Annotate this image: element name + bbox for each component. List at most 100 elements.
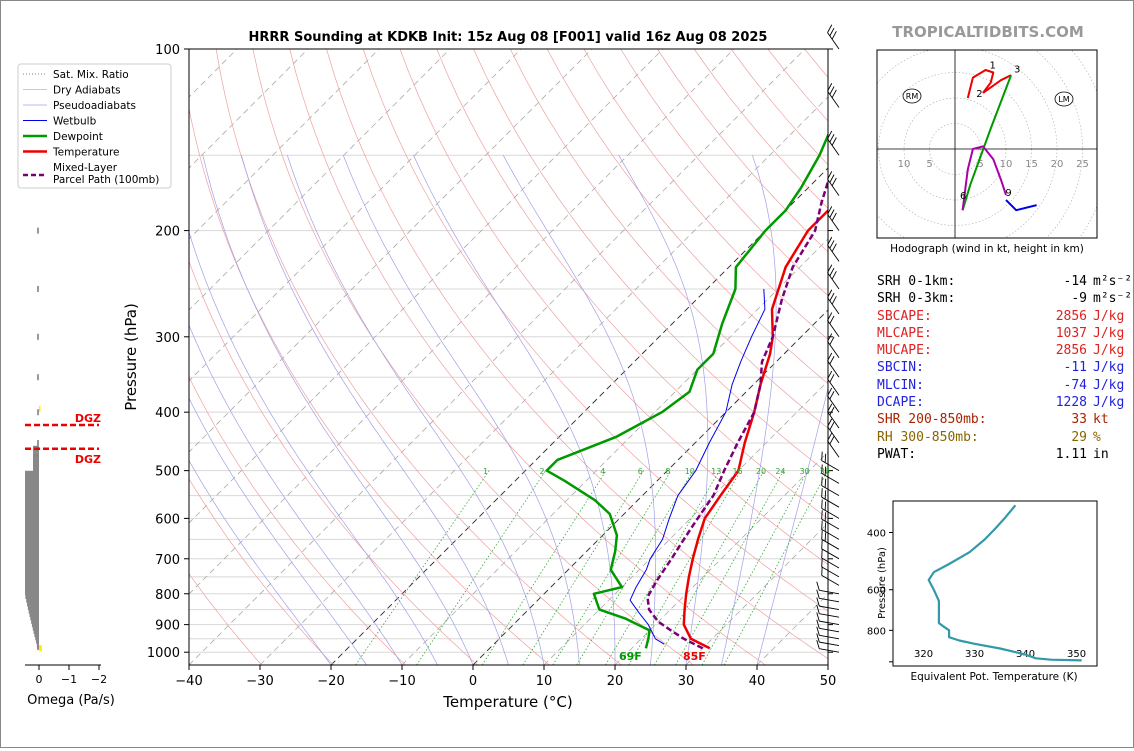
isotherm-line xyxy=(189,49,735,595)
wind-barb xyxy=(827,236,840,262)
omega-x-axis-label: Omega (Pa/s) xyxy=(27,693,115,708)
wind-barb xyxy=(821,520,840,540)
omega-bar xyxy=(33,452,39,459)
wind-barb xyxy=(827,24,840,50)
barb-feather xyxy=(829,406,835,416)
chart-title: HRRR Sounding at KDKB Init: 15z Aug 08 [… xyxy=(249,30,768,45)
index-unit: J/kg xyxy=(1093,325,1125,341)
omega-bar-surface xyxy=(39,645,42,652)
barb-feather xyxy=(827,418,833,427)
omega-bar xyxy=(37,286,39,293)
omega-bar xyxy=(25,572,39,580)
barb-feather xyxy=(831,243,837,252)
theta-e-profile xyxy=(927,504,1082,662)
dgz-label: DGZ xyxy=(75,453,101,466)
wind-barb xyxy=(821,451,840,471)
wind-barb xyxy=(827,432,840,458)
mixing-ratio-label: 20 xyxy=(756,467,766,476)
pseudoadiabat-line xyxy=(413,155,616,665)
barb-staff xyxy=(821,529,840,540)
omega-bar xyxy=(25,576,39,584)
omega-bar xyxy=(37,227,39,234)
legend-label: Mixed-Layer xyxy=(53,162,118,174)
isotherm-line xyxy=(189,49,380,240)
index-row: SBCAPE: 2856 J/kg xyxy=(877,308,1132,325)
omega-bar xyxy=(25,498,39,506)
barb-feather xyxy=(824,532,827,542)
y-tick-label: 200 xyxy=(155,225,180,240)
omega-tick-label: −1 xyxy=(61,673,77,686)
hodograph-height-label: 9 xyxy=(1005,188,1011,199)
index-unit: kt xyxy=(1093,412,1109,428)
wind-barb xyxy=(816,633,840,647)
wind-barb xyxy=(816,589,840,603)
pseudoadiabat-line xyxy=(756,386,828,665)
omega-bar-dgz xyxy=(39,405,41,412)
mixing-ratio-label: 1 xyxy=(483,467,488,476)
y-tick-label: 600 xyxy=(155,512,180,527)
barb-staff xyxy=(821,518,840,530)
dry-adiabat-line xyxy=(583,49,828,340)
wind-barb xyxy=(821,499,840,519)
dry-adiabat-line xyxy=(189,572,262,665)
omega-bar xyxy=(37,643,39,650)
dry-adiabat-line xyxy=(189,260,478,665)
barb-feather xyxy=(827,130,833,140)
wind-barb xyxy=(821,566,840,586)
omega-bar xyxy=(25,533,39,541)
theta-e-y-tick-label: 800 xyxy=(867,626,886,637)
index-value: 1.11 xyxy=(1055,446,1087,462)
x-tick-label: 10 xyxy=(536,674,553,689)
omega-bar xyxy=(25,584,39,592)
hodograph-height-label: 2 xyxy=(976,89,982,100)
index-unit: J/kg xyxy=(1093,343,1125,359)
barb-feather xyxy=(829,421,835,431)
pseudoadiabat-line xyxy=(502,155,657,665)
wind-barb xyxy=(827,130,840,156)
dry-adiabat-line xyxy=(473,49,828,474)
isotherm-line xyxy=(189,49,806,665)
mixing-ratio-label: 4 xyxy=(600,467,605,476)
theta-e-x-axis-label: Equivalent Pot. Temperature (K) xyxy=(910,671,1077,683)
omega-bar xyxy=(25,504,39,511)
omega-bar xyxy=(33,458,39,466)
site-brand: TROPICALTIDBITS.COM xyxy=(892,23,1084,41)
dry-adiabat-line xyxy=(215,49,622,665)
barb-feather xyxy=(829,27,835,37)
omega-bar xyxy=(25,509,39,516)
skewt-profile-lines xyxy=(545,132,828,650)
barb-feather xyxy=(827,206,833,215)
skewt-axes: −40 −30 −20 −10 0 10 20 30 40 50 100 200 300 400 500 60… xyxy=(147,43,836,689)
barb-staff xyxy=(827,440,840,458)
barb-feather xyxy=(816,619,820,629)
barb-feather xyxy=(821,488,823,498)
wind-barb xyxy=(821,464,840,484)
barb-feather xyxy=(829,292,835,302)
barb-staff xyxy=(821,473,840,484)
dry-adiabat-line xyxy=(326,49,828,660)
mixing-ratio-label: 30 xyxy=(800,467,810,476)
hodograph-ring-label: 20 xyxy=(1051,159,1064,170)
barb-staff xyxy=(827,411,840,429)
storm-motion-marker xyxy=(902,88,922,104)
x-tick-label: −20 xyxy=(317,674,344,689)
index-row: PWAT: 1.11 in xyxy=(877,446,1132,463)
omega-bar xyxy=(29,610,39,617)
pseudoadiabat-line xyxy=(189,459,332,665)
barb-feather xyxy=(829,134,835,143)
index-unit: J/kg xyxy=(1093,377,1125,393)
barb-staff xyxy=(827,360,840,378)
omega-bar xyxy=(33,627,39,634)
barb-feather xyxy=(827,24,833,33)
hodograph-rings: 10 5 5 10 15 20 25 RM LM xyxy=(877,50,1097,238)
pseudoadiabat-line xyxy=(189,324,403,665)
mixing-ratio-line xyxy=(416,470,546,665)
x-tick-label: 40 xyxy=(749,674,766,689)
barb-feather xyxy=(829,374,835,383)
barb-staff xyxy=(821,538,840,550)
barb-feather xyxy=(816,633,820,643)
dry-adiabat-line xyxy=(436,49,828,519)
index-row: MUCAPE: 2856 J/kg xyxy=(877,342,1132,359)
theta-e-frame xyxy=(892,500,1098,667)
skewt-background-lines xyxy=(189,49,828,665)
